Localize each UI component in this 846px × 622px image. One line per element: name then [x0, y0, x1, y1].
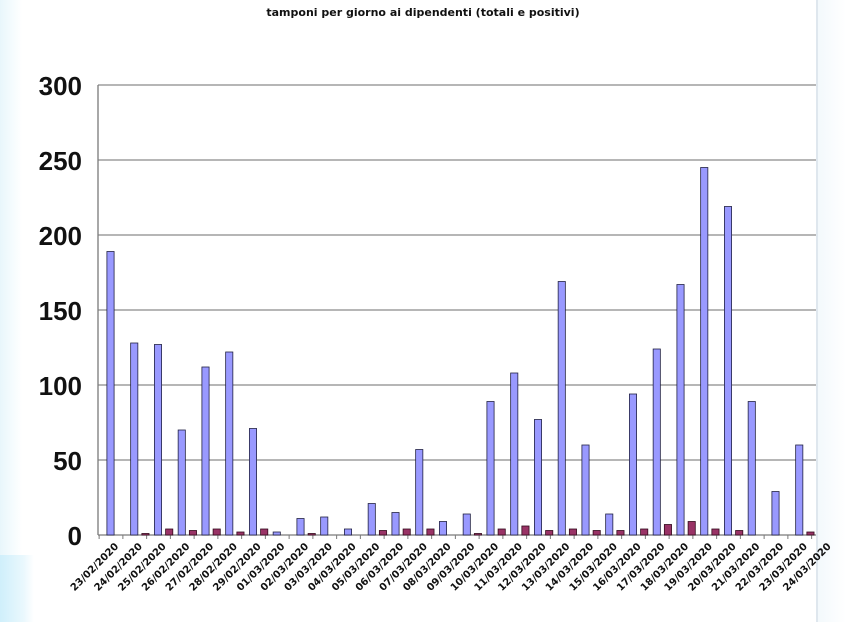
bar-positivi	[402, 528, 411, 536]
bar-totali	[106, 251, 115, 536]
bar-totali	[320, 516, 329, 536]
bar-positivi	[806, 531, 815, 536]
y-tick-label: 100	[39, 371, 82, 401]
bar-positivi	[141, 533, 150, 536]
bar-totali	[510, 372, 519, 536]
y-tick-label: 50	[53, 446, 82, 476]
bar-totali	[652, 348, 661, 536]
bar-totali	[367, 503, 376, 536]
bar-positivi	[473, 533, 482, 536]
y-tick-label: 300	[39, 71, 82, 101]
bar-totali	[296, 518, 305, 536]
bar-positivi	[568, 528, 577, 536]
bar-totali	[130, 342, 139, 536]
bar-positivi	[592, 530, 601, 536]
bar-totali	[177, 429, 186, 536]
bar-totali	[605, 513, 614, 536]
bar-totali	[557, 281, 566, 536]
bar-positivi	[521, 525, 530, 536]
left-edge-glow-bottom	[0, 555, 34, 622]
bar-positivi	[711, 528, 720, 536]
left-edge-glow	[0, 0, 22, 622]
bar-totali	[248, 428, 257, 536]
chart-title: tamponi per giorno ai dipendenti (totali…	[266, 6, 580, 19]
bar-totali	[225, 351, 234, 536]
bar-totali	[153, 344, 162, 536]
bar-positivi	[640, 528, 649, 536]
bar-positivi	[616, 530, 625, 536]
bar-totali	[724, 206, 733, 536]
bar-positivi	[663, 524, 672, 536]
bar-totali	[771, 491, 780, 536]
bar-totali	[581, 444, 590, 536]
bar-positivi	[426, 528, 435, 536]
bar-positivi	[545, 530, 554, 536]
y-tick-label: 0	[68, 521, 82, 551]
y-tick-label: 250	[39, 146, 82, 176]
bar-totali	[343, 528, 352, 536]
bar-totali	[272, 531, 281, 536]
right-edge-glow	[818, 0, 846, 622]
bar-totali	[629, 393, 638, 536]
bar-positivi	[735, 530, 744, 536]
bar-positivi	[378, 530, 387, 536]
bar-totali	[795, 444, 804, 536]
bar-totali	[534, 419, 543, 536]
bar-positivi	[212, 528, 221, 536]
bar-totali	[486, 401, 495, 536]
bar-totali	[747, 401, 756, 536]
bar-totali	[438, 521, 447, 536]
bar-positivi	[165, 528, 174, 536]
bar-totali	[462, 513, 471, 536]
bar-totali	[391, 512, 400, 536]
bar-positivi	[307, 533, 316, 536]
bar-totali	[676, 284, 685, 536]
bar-positivi	[687, 521, 696, 536]
bar-totali	[700, 167, 709, 536]
right-border-line	[816, 0, 818, 622]
bar-totali	[415, 449, 424, 536]
bar-positivi	[236, 531, 245, 536]
bar-positivi	[497, 528, 506, 536]
bar-totali	[201, 366, 210, 536]
bar-positivi	[260, 528, 269, 536]
bar-positivi	[188, 530, 197, 536]
y-tick-label: 150	[39, 296, 82, 326]
y-tick-label: 200	[39, 221, 82, 251]
